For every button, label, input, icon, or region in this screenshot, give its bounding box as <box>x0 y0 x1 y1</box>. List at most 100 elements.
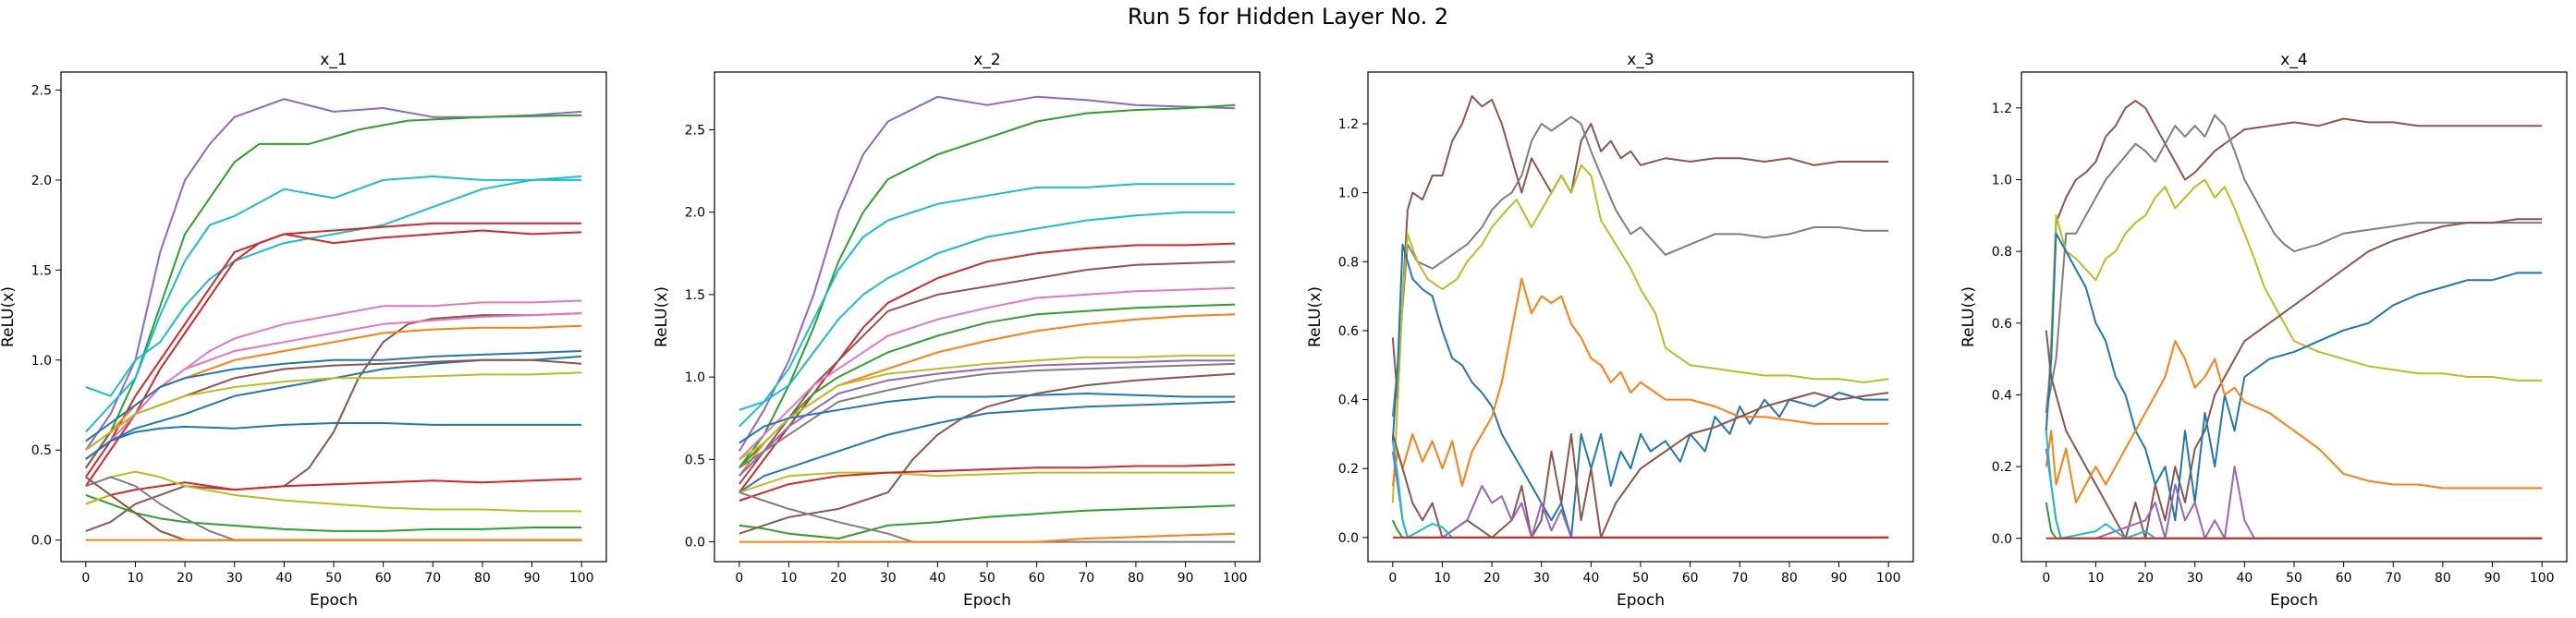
x-tick-label: 20 <box>177 571 193 586</box>
series-line-1 <box>84 98 582 451</box>
x-tick-label: 40 <box>1582 571 1599 586</box>
x-tick-label: 100 <box>1223 571 1248 586</box>
x-tick-label: 30 <box>880 571 897 586</box>
series-line-8 <box>1391 441 1889 539</box>
series-line-5 <box>2045 232 2543 522</box>
x-tick-label: 30 <box>2187 571 2204 586</box>
series-line-3 <box>1391 164 1889 503</box>
series-line-1 <box>2045 100 2543 413</box>
series-line-5 <box>1391 277 1889 487</box>
subplot-3: 0 10 20 30 40 50 60 70 80 90 100 0.0 0.2 0.4 0.6 0.8 1.0… <box>1306 51 1914 610</box>
series-line-3 <box>2045 178 2543 431</box>
x-tick-label: 10 <box>2088 571 2105 586</box>
y-tick-label: 0.6 <box>1992 317 2012 332</box>
series-line-10 <box>84 324 582 469</box>
subplot-title: x_2 <box>973 51 1000 69</box>
series-line-5 <box>739 242 1236 493</box>
y-tick-label: 1.5 <box>685 288 705 303</box>
x-tick-label: 10 <box>1435 571 1451 586</box>
y-tick-label: 0.5 <box>31 443 52 458</box>
x-tick-label: 60 <box>1682 571 1699 586</box>
x-tick-label: 70 <box>2385 571 2401 586</box>
y-axis-label: ReLU(x) <box>0 286 18 347</box>
series-line-15 <box>85 422 582 460</box>
x-tick-label: 0 <box>1388 571 1397 586</box>
series-line-6 <box>739 261 1236 485</box>
y-tick-label: 0.6 <box>1338 324 1359 339</box>
subplot-4: 0 10 20 30 40 50 60 70 80 90 100 0.0 0.2 0.4 0.6 0.8 1.0… <box>1959 51 2568 610</box>
series-line-4 <box>739 211 1236 411</box>
series-line-2 <box>739 103 1236 468</box>
series-line-17 <box>739 463 1236 502</box>
series-line-14 <box>85 371 582 452</box>
series-line-7 <box>1391 451 1889 539</box>
x-tick-label: 20 <box>830 571 847 586</box>
series-line-12 <box>85 355 582 460</box>
x-tick-label: 100 <box>569 571 594 586</box>
series-line-6 <box>84 229 582 478</box>
x-axis-label: Epoch <box>2270 591 2318 610</box>
y-tick-label: 2.5 <box>31 83 52 98</box>
series-line-7 <box>739 286 1236 461</box>
y-tick-label: 0.0 <box>685 536 705 551</box>
series-line-4 <box>2045 218 2543 539</box>
x-tick-label: 0 <box>2042 571 2050 586</box>
y-tick-label: 0.0 <box>1338 531 1359 546</box>
x-tick-label: 60 <box>375 571 392 586</box>
series-line-18 <box>739 504 1236 539</box>
x-tick-label: 0 <box>81 571 90 586</box>
subplot-title: x_4 <box>2280 51 2307 69</box>
x-tick-label: 40 <box>929 571 946 586</box>
subplot-title: x_3 <box>1627 51 1654 69</box>
x-tick-label: 50 <box>2286 571 2302 586</box>
x-tick-label: 50 <box>1632 571 1649 586</box>
series-line-16 <box>85 478 582 505</box>
x-tick-label: 10 <box>781 571 798 586</box>
series-line-4 <box>85 178 582 397</box>
subplot-title: x_1 <box>320 51 347 69</box>
x-tick-label: 50 <box>979 571 995 586</box>
series-group <box>738 95 1236 543</box>
x-tick-label: 60 <box>1029 571 1045 586</box>
series-line-2 <box>2045 114 2543 414</box>
y-tick-label: 0.4 <box>1992 388 2012 403</box>
series-line-3 <box>85 176 582 433</box>
series-line-13 <box>84 358 582 469</box>
y-tick-label: 2.0 <box>31 174 52 188</box>
axes-frame <box>1367 71 1914 563</box>
y-tick-label: 0.2 <box>1992 460 2012 475</box>
x-tick-label: 100 <box>1876 571 1901 586</box>
x-tick-label: 0 <box>735 571 743 586</box>
series-line-18 <box>85 493 582 532</box>
x-tick-label: 70 <box>424 571 441 586</box>
x-tick-label: 30 <box>1533 571 1550 586</box>
y-tick-label: 0.0 <box>1992 532 2012 547</box>
x-tick-label: 30 <box>226 571 243 586</box>
y-axis-label: ReLU(x) <box>1306 286 1325 347</box>
x-tick-label: 20 <box>1483 571 1500 586</box>
x-tick-label: 90 <box>1178 571 1194 586</box>
y-tick-label: 1.0 <box>685 370 705 385</box>
series-line-9 <box>1391 519 1889 539</box>
series-line-2 <box>1391 115 1889 418</box>
y-tick-label: 2.5 <box>685 123 705 138</box>
y-tick-label: 0.2 <box>1338 462 1359 477</box>
x-tick-label: 90 <box>524 571 541 586</box>
series-group <box>1391 95 1889 539</box>
y-tick-label: 0.4 <box>1338 394 1359 408</box>
series-line-1 <box>738 95 1236 452</box>
series-line-1 <box>1391 95 1889 401</box>
y-tick-label: 2.0 <box>685 206 705 221</box>
series-line-2 <box>84 114 582 469</box>
x-tick-label: 40 <box>2236 571 2252 586</box>
y-tick-label: 1.2 <box>1992 102 2012 116</box>
y-tick-label: 1.2 <box>1338 117 1359 132</box>
series-line-8 <box>2045 430 2543 539</box>
x-axis-label: Epoch <box>1617 591 1665 610</box>
y-tick-label: 1.5 <box>31 263 52 278</box>
series-group <box>84 98 582 541</box>
x-tick-label: 50 <box>325 571 342 586</box>
x-tick-label: 80 <box>1128 571 1144 586</box>
series-line-13 <box>739 372 1236 535</box>
